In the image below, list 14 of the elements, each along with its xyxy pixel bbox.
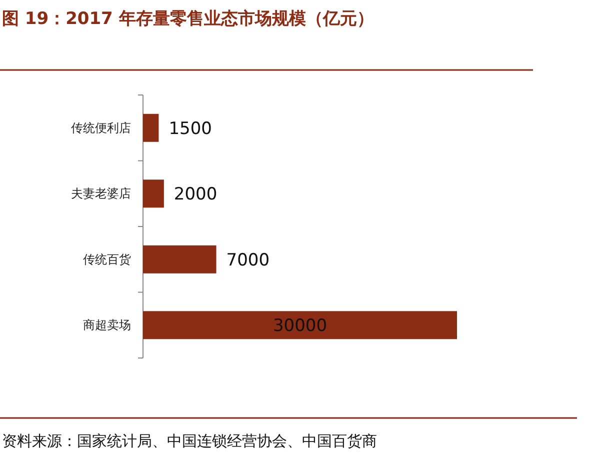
bar — [143, 114, 159, 142]
chart-title: 图 19：2017 年存量零售业态市场规模（亿元） — [2, 9, 374, 29]
y-tick-label: 夫妻老婆店 — [71, 186, 131, 201]
data-label: 1500 — [168, 118, 212, 139]
y-tick-label: 传统百货 — [83, 252, 131, 266]
data-label: 7000 — [226, 250, 270, 270]
y-tick-label: 传统便利店 — [71, 120, 131, 135]
data-label: 2000 — [174, 184, 218, 205]
bar — [143, 180, 164, 208]
bar — [143, 311, 457, 340]
data-label: 30000 — [272, 316, 328, 336]
y-tick-label: 商超卖场 — [83, 318, 131, 332]
bar — [143, 245, 216, 274]
text: 资料来源：国家统计局、中国连锁经营协会、中国百货商 — [2, 432, 377, 450]
